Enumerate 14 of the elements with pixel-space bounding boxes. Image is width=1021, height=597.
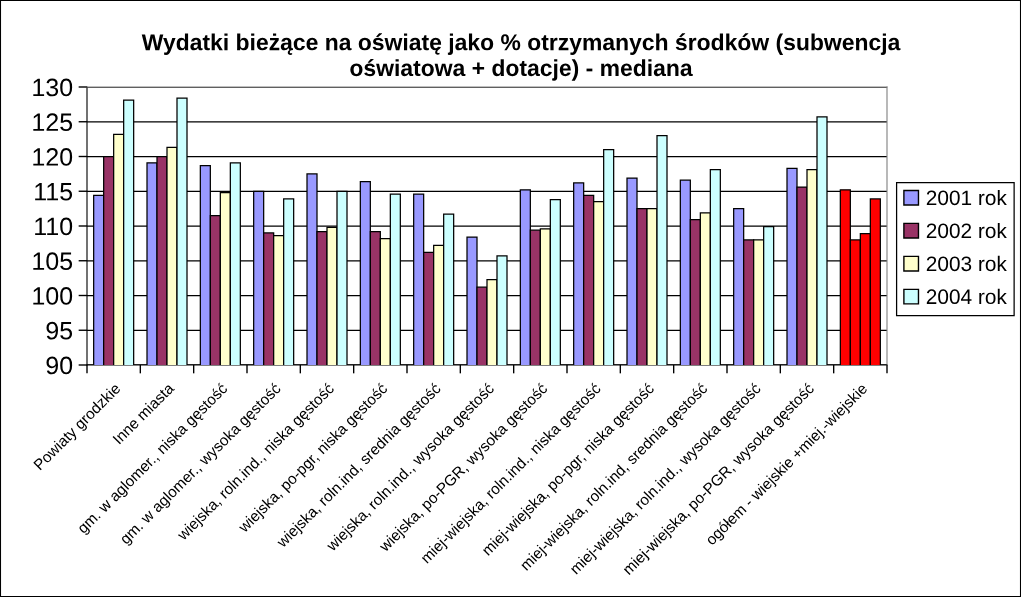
- y-tick-label: 125: [33, 113, 73, 132]
- y-tick-label: 105: [33, 252, 73, 271]
- y-tick-label: 115: [35, 183, 73, 201]
- legend-label: 2003 rok: [926, 255, 1007, 272]
- y-tick-label: 100: [33, 287, 73, 305]
- legend-label: 2004 rok: [926, 288, 1007, 305]
- y-tick-label: 110: [35, 217, 73, 236]
- legend-label: 2002 rok: [926, 222, 1007, 239]
- legend-label: 2001 rok: [926, 189, 1007, 206]
- chart-title: Wydatki bieżące na oświatę jako % otrzymanych środków (subwencja oświatowa + dotacje) - mediana: [141, 33, 901, 81]
- y-tick-label: 90: [46, 356, 73, 375]
- y-tick-label: 130: [33, 78, 73, 97]
- y-tick-label: 95: [46, 321, 73, 340]
- y-tick-label: 120: [33, 148, 73, 166]
